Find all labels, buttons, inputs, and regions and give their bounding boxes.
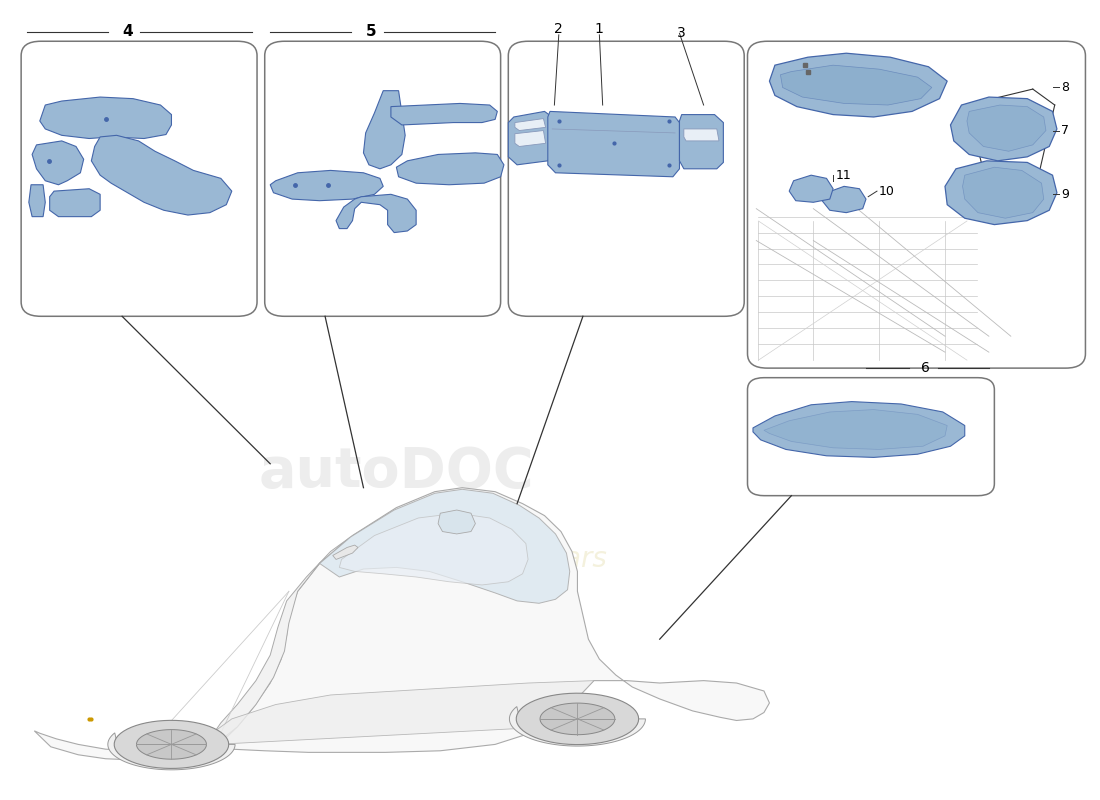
Polygon shape [332,545,358,559]
Polygon shape [108,733,235,770]
Polygon shape [438,510,475,534]
FancyBboxPatch shape [21,42,257,316]
Polygon shape [680,114,724,169]
Text: 11: 11 [835,169,851,182]
Text: 9: 9 [1062,188,1069,201]
Text: 8: 8 [1062,81,1069,94]
Text: 2: 2 [554,22,563,36]
Text: 7: 7 [1062,124,1069,137]
FancyBboxPatch shape [508,42,745,316]
Polygon shape [548,111,680,177]
Polygon shape [754,402,965,458]
Text: 5: 5 [365,24,376,39]
Polygon shape [396,153,504,185]
Polygon shape [114,720,229,769]
Polygon shape [320,490,570,603]
Text: a passion for cars: a passion for cars [361,546,607,574]
Polygon shape [509,706,646,746]
Polygon shape [515,118,546,130]
Polygon shape [32,141,84,185]
Polygon shape [91,135,232,215]
Polygon shape [967,105,1046,151]
Polygon shape [40,97,172,138]
FancyBboxPatch shape [265,42,500,316]
Polygon shape [515,130,546,146]
Text: 4: 4 [122,24,133,39]
Polygon shape [764,410,947,450]
FancyBboxPatch shape [748,42,1086,368]
Text: autoDOC: autoDOC [258,445,535,498]
Polygon shape [789,175,833,202]
Polygon shape [339,514,528,585]
Polygon shape [516,693,639,745]
Polygon shape [945,161,1057,225]
Polygon shape [684,129,719,141]
Text: 6: 6 [921,361,929,375]
Polygon shape [336,194,416,233]
Polygon shape [950,97,1057,161]
Polygon shape [216,681,594,744]
Polygon shape [780,65,932,105]
Polygon shape [136,730,207,759]
Polygon shape [29,185,45,217]
FancyBboxPatch shape [748,378,994,496]
Polygon shape [508,111,552,165]
Text: 1: 1 [595,22,604,36]
Polygon shape [962,167,1044,218]
Polygon shape [390,103,497,125]
Text: 3: 3 [678,26,686,40]
Polygon shape [363,90,405,169]
Polygon shape [50,189,100,217]
Polygon shape [769,54,947,117]
Polygon shape [34,488,769,760]
Polygon shape [271,170,383,201]
Polygon shape [540,703,615,734]
Text: 10: 10 [879,185,895,198]
Polygon shape [210,537,350,744]
Polygon shape [822,186,866,213]
